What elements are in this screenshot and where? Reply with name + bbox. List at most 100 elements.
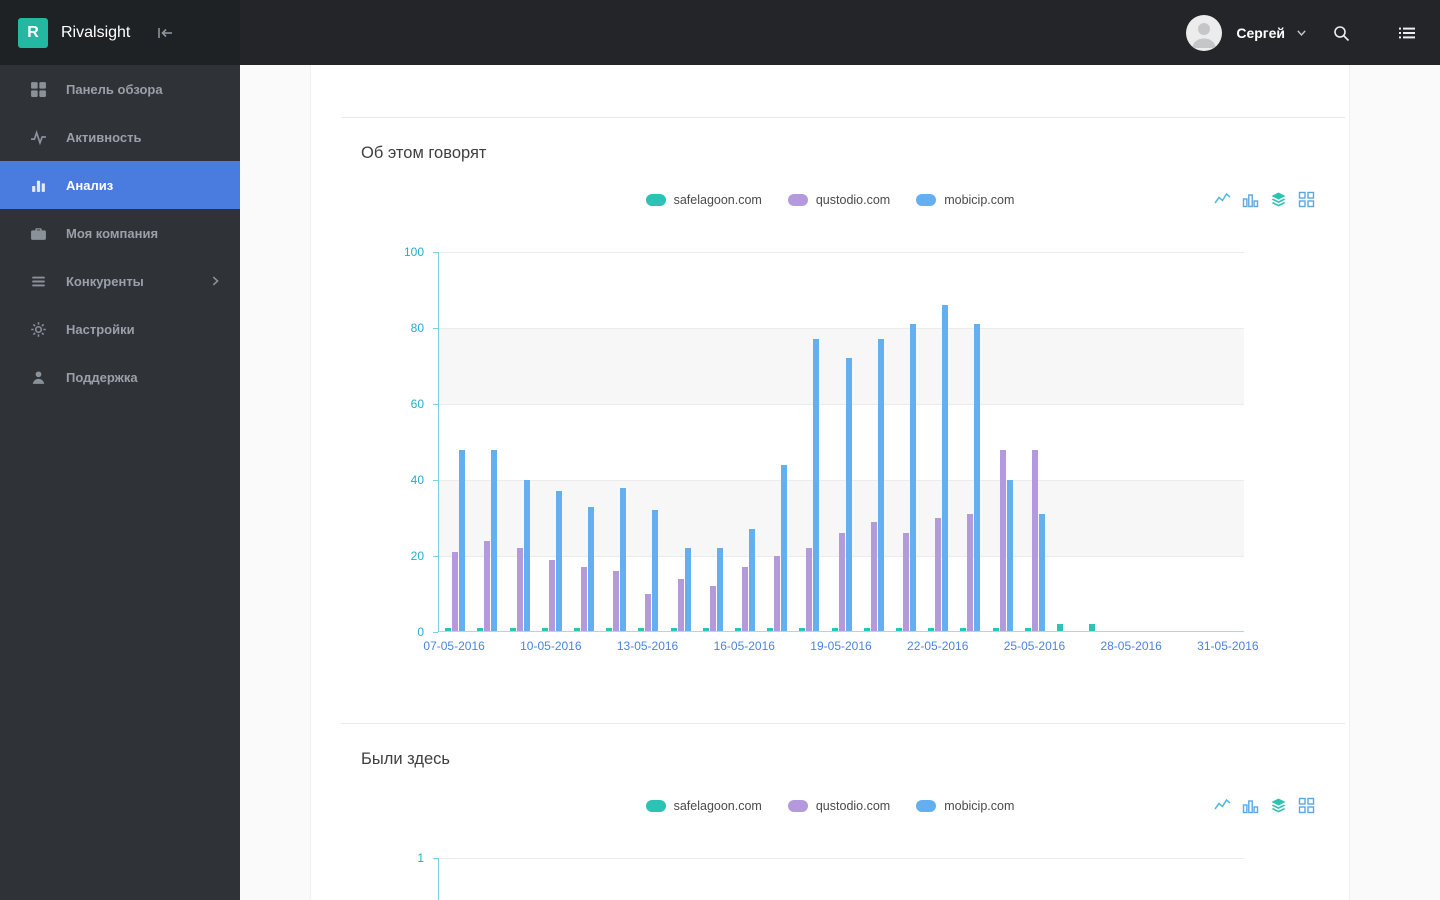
menu-button[interactable] bbox=[1374, 0, 1440, 65]
legend-label: qustodio.com bbox=[815, 193, 891, 207]
bar[interactable] bbox=[999, 449, 1006, 632]
bar[interactable] bbox=[716, 548, 723, 632]
bar-group bbox=[1051, 252, 1083, 632]
bar[interactable] bbox=[702, 628, 709, 632]
bar[interactable] bbox=[477, 628, 484, 632]
brand-area: R Rivalsight bbox=[0, 0, 240, 65]
legend-item[interactable]: mobicip.com bbox=[916, 799, 1014, 813]
grid-icon[interactable] bbox=[1298, 797, 1315, 814]
chart-toolbar bbox=[1214, 191, 1315, 208]
bar[interactable] bbox=[960, 628, 967, 632]
app-name: Rivalsight bbox=[61, 23, 131, 41]
bar[interactable] bbox=[509, 628, 516, 632]
gridline bbox=[438, 404, 1244, 405]
bar[interactable] bbox=[652, 510, 659, 632]
bar[interactable] bbox=[813, 339, 820, 632]
bar[interactable] bbox=[1089, 624, 1096, 632]
legend-item[interactable]: safelagoon.com bbox=[645, 193, 762, 207]
line-chart-icon[interactable] bbox=[1214, 191, 1231, 208]
sidebar-item-support[interactable]: Поддержка bbox=[0, 353, 240, 401]
column-chart-icon[interactable] bbox=[1242, 797, 1259, 814]
bar[interactable] bbox=[992, 628, 999, 632]
layers-icon[interactable] bbox=[1270, 797, 1287, 814]
bar[interactable] bbox=[1024, 628, 1031, 632]
settings-icon bbox=[30, 321, 47, 338]
sidebar-item-settings[interactable]: Настройки bbox=[0, 305, 240, 353]
bar[interactable] bbox=[845, 358, 852, 632]
bar[interactable] bbox=[484, 540, 491, 632]
bar[interactable] bbox=[734, 628, 741, 632]
sidebar-item-analysis[interactable]: Анализ bbox=[0, 161, 240, 209]
sidebar-item-label: Моя компания bbox=[66, 225, 159, 241]
bar[interactable] bbox=[677, 578, 684, 632]
legend-item[interactable]: mobicip.com bbox=[916, 193, 1014, 207]
sidebar-item-dashboard[interactable]: Панель обзора bbox=[0, 65, 240, 113]
chart-legend: safelagoon.com qustodio.com mobicip.com bbox=[633, 193, 1028, 207]
grid-icon[interactable] bbox=[1298, 191, 1315, 208]
sidebar-item-competitors[interactable]: Конкуренты bbox=[0, 257, 240, 305]
bar[interactable] bbox=[741, 567, 748, 632]
bar[interactable] bbox=[974, 324, 981, 632]
bar[interactable] bbox=[491, 449, 498, 632]
bar[interactable] bbox=[870, 521, 877, 632]
bar[interactable] bbox=[967, 514, 974, 632]
bar[interactable] bbox=[831, 628, 838, 632]
avatar[interactable] bbox=[1186, 14, 1223, 51]
bar[interactable] bbox=[580, 567, 587, 632]
section-title-visits: Были здесь bbox=[361, 750, 450, 768]
bar[interactable] bbox=[895, 628, 902, 632]
legend-item[interactable]: qustodio.com bbox=[787, 799, 890, 813]
bar[interactable] bbox=[877, 339, 884, 632]
bar[interactable] bbox=[1006, 480, 1013, 632]
bar[interactable] bbox=[645, 594, 652, 632]
bar[interactable] bbox=[748, 529, 755, 632]
bar[interactable] bbox=[1056, 624, 1063, 632]
bar[interactable] bbox=[838, 533, 845, 632]
bar[interactable] bbox=[806, 548, 813, 632]
user-name[interactable]: Сергей bbox=[1236, 24, 1285, 41]
bar[interactable] bbox=[863, 628, 870, 632]
line-chart-icon[interactable] bbox=[1214, 797, 1231, 814]
bar[interactable] bbox=[555, 491, 562, 632]
bar[interactable] bbox=[670, 628, 677, 632]
bar[interactable] bbox=[799, 628, 806, 632]
bar[interactable] bbox=[774, 556, 781, 632]
bar[interactable] bbox=[548, 559, 555, 632]
bar[interactable] bbox=[445, 628, 452, 632]
bar[interactable] bbox=[620, 487, 627, 632]
bar[interactable] bbox=[902, 533, 909, 632]
bar[interactable] bbox=[573, 628, 580, 632]
bar-group bbox=[536, 252, 568, 632]
bar[interactable] bbox=[459, 449, 466, 632]
bar[interactable] bbox=[613, 571, 620, 632]
bar[interactable] bbox=[638, 628, 645, 632]
sidebar-item-activity[interactable]: Активность bbox=[0, 113, 240, 161]
bar[interactable] bbox=[541, 628, 548, 632]
sidebar-item-company[interactable]: Моя компания bbox=[0, 209, 240, 257]
legend-item[interactable]: safelagoon.com bbox=[645, 799, 762, 813]
bar[interactable] bbox=[684, 548, 691, 632]
column-chart-icon[interactable] bbox=[1242, 191, 1259, 208]
layers-icon[interactable] bbox=[1270, 191, 1287, 208]
bar[interactable] bbox=[523, 480, 530, 632]
bar[interactable] bbox=[709, 586, 716, 632]
x-axis-line bbox=[438, 631, 1244, 632]
y-axis-tick bbox=[433, 858, 438, 859]
bar[interactable] bbox=[928, 628, 935, 632]
bar[interactable] bbox=[1031, 449, 1038, 632]
legend-item[interactable]: qustodio.com bbox=[787, 193, 891, 207]
bar[interactable] bbox=[452, 552, 459, 632]
bar[interactable] bbox=[606, 628, 613, 632]
search-button[interactable] bbox=[1308, 0, 1374, 65]
bar[interactable] bbox=[942, 305, 949, 632]
bar[interactable] bbox=[767, 628, 774, 632]
bar[interactable] bbox=[587, 506, 594, 632]
bar[interactable] bbox=[909, 324, 916, 632]
bar[interactable] bbox=[935, 518, 942, 632]
bar[interactable] bbox=[781, 464, 788, 632]
bar[interactable] bbox=[516, 548, 523, 632]
sidebar-collapse-icon[interactable] bbox=[156, 25, 174, 41]
bar-group bbox=[503, 252, 535, 632]
bar[interactable] bbox=[1038, 514, 1045, 632]
chevron-down-icon[interactable] bbox=[1295, 26, 1308, 39]
